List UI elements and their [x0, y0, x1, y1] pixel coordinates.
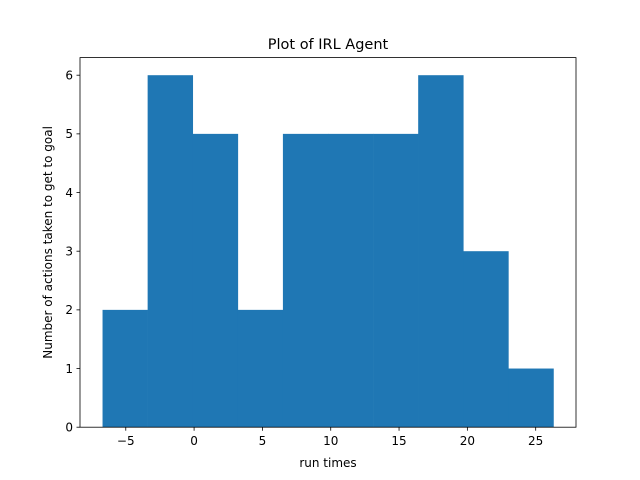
x-tick-label: 5 — [259, 434, 267, 448]
x-tick-label: 20 — [460, 434, 475, 448]
plot-frame — [79, 57, 577, 428]
histogram-bar — [373, 133, 419, 428]
y-ticks: 0 1 2 3 4 5 6 — [65, 69, 80, 435]
y-tick-label: 5 — [65, 127, 73, 141]
histogram-bar — [282, 133, 329, 428]
y-tick-label: 6 — [65, 69, 73, 83]
histogram-bar — [147, 75, 194, 428]
x-tick-label: 15 — [391, 434, 406, 448]
x-tick-label: 10 — [323, 434, 338, 448]
histogram-bar — [418, 75, 464, 428]
histogram-bar — [508, 368, 554, 428]
chart-title: Plot of IRL Agent — [268, 37, 389, 53]
histogram-bar — [237, 309, 284, 428]
histogram-bar — [102, 309, 148, 428]
y-tick-label: 2 — [65, 303, 73, 317]
y-tick-label: 3 — [65, 245, 73, 259]
x-tick-label: 0 — [190, 434, 198, 448]
histogram-bar — [328, 133, 374, 428]
y-tick-label: 1 — [65, 362, 73, 376]
x-axis-label: run times — [299, 456, 356, 470]
bars-group — [102, 75, 554, 428]
histogram-bar — [192, 133, 239, 428]
x-tick-label: 25 — [528, 434, 543, 448]
x-ticks: −5 0 5 10 15 20 25 — [117, 427, 543, 448]
y-tick-label: 0 — [65, 421, 73, 435]
y-tick-label: 4 — [65, 186, 73, 200]
y-axis-label: Number of actions taken to get to goal — [41, 126, 55, 359]
histogram-bar — [463, 251, 509, 428]
x-tick-label: −5 — [117, 434, 135, 448]
